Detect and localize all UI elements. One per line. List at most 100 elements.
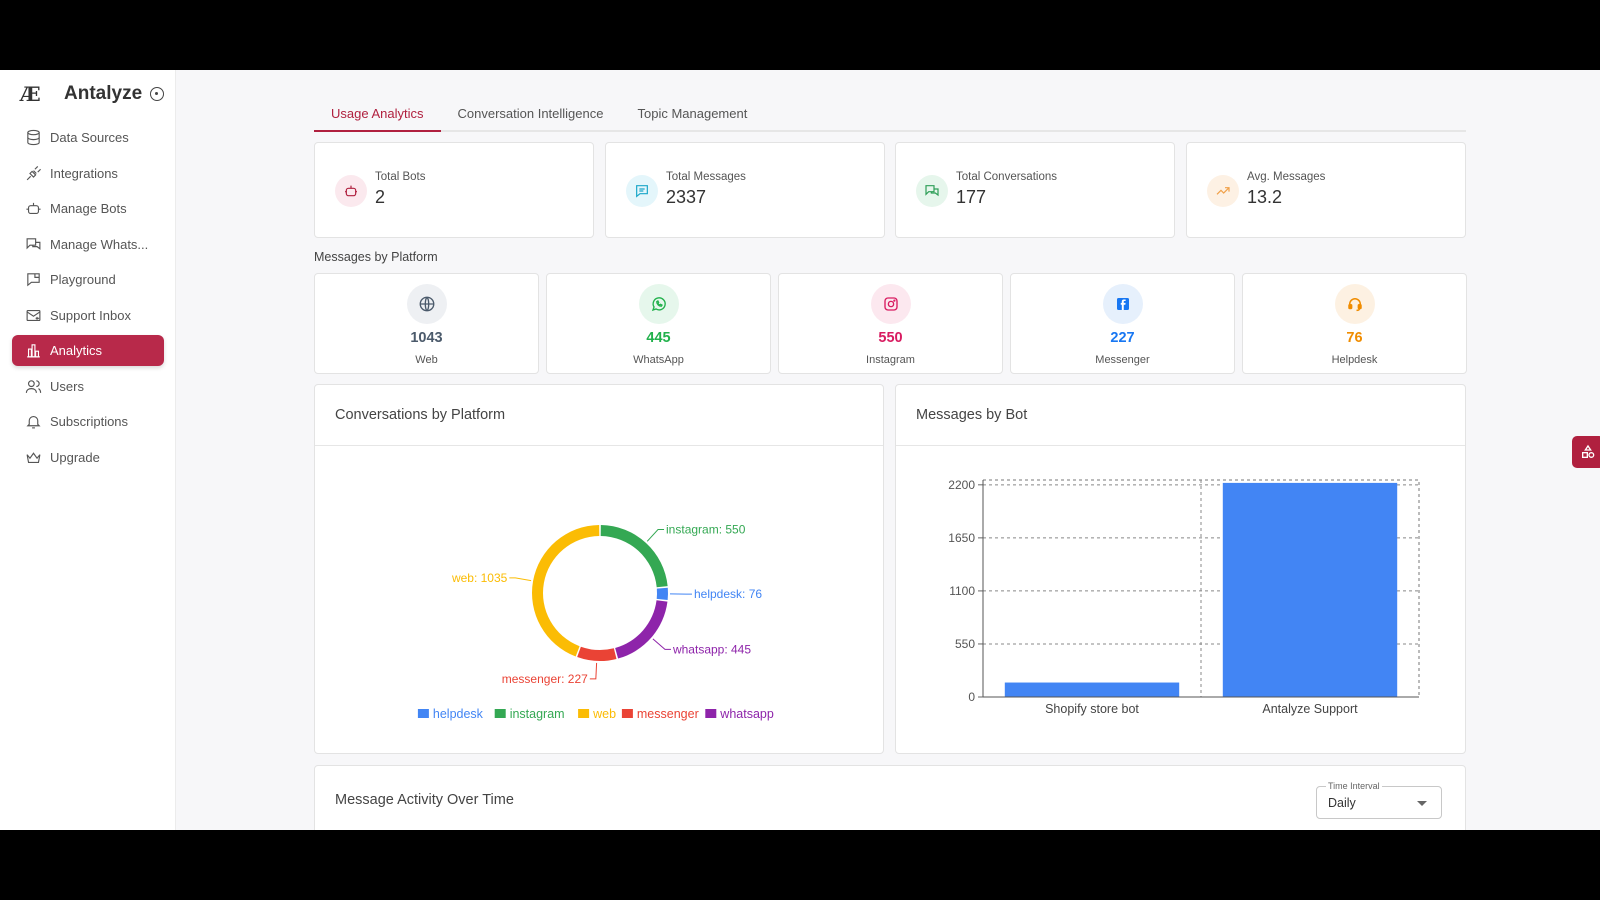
select-value: Daily <box>1328 796 1356 810</box>
time-interval-select[interactable]: Time Interval Daily <box>1316 781 1442 819</box>
label-leader-line <box>589 662 598 680</box>
bar-chart-icon <box>27 344 40 358</box>
stat-card-total-conversations: Total Conversations 177 <box>895 142 1175 238</box>
plug-icon <box>26 165 41 180</box>
bar-shopify-store-bot <box>1004 682 1180 697</box>
conversations-icon <box>916 175 948 207</box>
y-tick-label: 0 <box>968 690 975 704</box>
slice-label: whatsapp: 445 <box>672 642 751 656</box>
caret-down-icon <box>1417 801 1427 806</box>
platform-value: 1043 <box>410 330 443 346</box>
platform-value: 227 <box>1110 330 1135 346</box>
sidebar-item-label: Subscriptions <box>50 414 129 429</box>
legend-item: whatsapp <box>719 707 774 721</box>
sidebar-item-label: Manage Whats... <box>50 236 149 252</box>
platform-value: 76 <box>1346 330 1363 346</box>
shapes-icon <box>1582 444 1595 458</box>
headset-icon <box>1335 284 1375 324</box>
sidebar-item-users[interactable]: Users <box>12 371 164 402</box>
platform-card-instagram: 550 Instagram <box>778 273 1003 374</box>
sidebar-item-label: Users <box>50 378 84 394</box>
whatsapp-icon <box>639 284 679 324</box>
tab-topic-management[interactable]: Topic Management <box>637 106 748 121</box>
stat-label: Total Conversations <box>956 171 1057 183</box>
platform-label: Web <box>415 354 438 366</box>
sidebar-item-manage-bots[interactable]: Manage Bots <box>12 193 164 224</box>
sidebar-item-playground[interactable]: Playground <box>12 264 164 295</box>
legend-swatch <box>494 709 506 718</box>
platform-card-whatsapp: 445 WhatsApp <box>546 273 771 374</box>
tab-conversation-intelligence[interactable]: Conversation Intelligence <box>457 106 604 121</box>
label-leader-line <box>646 529 665 542</box>
sidebar-item-label: Support Inbox <box>50 307 131 323</box>
x-tick-label: Antalyze Support <box>1262 702 1358 716</box>
legend-item: instagram <box>510 707 565 721</box>
stat-value: 2337 <box>666 187 707 207</box>
donut-slice-whatsapp <box>615 600 668 659</box>
stat-label: Total Messages <box>666 171 746 183</box>
message-icon <box>626 175 658 207</box>
bar-antalyze-support <box>1222 482 1398 697</box>
stat-card-avg-messages: Avg. Messages 13.2 <box>1186 142 1466 238</box>
slice-label: web: 1035 <box>451 571 508 585</box>
platform-label: Instagram <box>866 354 915 366</box>
platform-card-helpdesk: 76 Helpdesk <box>1242 273 1467 374</box>
platform-label: WhatsApp <box>633 354 684 366</box>
floating-action-button[interactable] <box>1572 436 1600 468</box>
app-logo: Æ <box>20 82 41 106</box>
y-tick-label: 1650 <box>948 531 975 545</box>
stat-label: Avg. Messages <box>1247 171 1326 183</box>
stat-value: 177 <box>956 187 987 207</box>
bar-chart: 0 550 1100 1650 2200 Shopify store bot Antalyz… <box>948 478 1420 716</box>
globe-icon <box>407 284 447 324</box>
panel-title: Messages by Bot <box>916 407 1028 423</box>
label-leader-line <box>652 638 671 650</box>
trend-icon <box>1207 175 1239 207</box>
message-activity-panel: Message Activity Over Time <box>314 765 1466 830</box>
platform-value: 550 <box>878 330 903 346</box>
platforms-title: Messages by Platform <box>314 250 438 264</box>
sidebar-item-label: Upgrade <box>50 449 100 465</box>
platform-value: 445 <box>646 330 671 346</box>
sidebar-item-support-inbox[interactable]: Support Inbox <box>12 300 164 331</box>
panel-title: Conversations by Platform <box>335 407 506 423</box>
y-tick-label: 2200 <box>948 478 975 492</box>
sidebar-item-manage-whatsapp[interactable]: Manage Whats... <box>12 229 164 260</box>
slice-label: instagram: 550 <box>666 523 746 537</box>
legend-item: messenger <box>637 707 699 721</box>
info-icon[interactable] <box>150 87 165 101</box>
bot-icon <box>26 202 41 215</box>
sidebar-item-upgrade[interactable]: Upgrade <box>12 442 164 473</box>
sidebar-item-label: Manage Bots <box>50 201 127 216</box>
sidebar-item-subscriptions[interactable]: Subscriptions <box>12 406 164 437</box>
legend-swatch <box>417 709 429 718</box>
legend-item: web <box>592 707 616 721</box>
stat-card-total-messages: Total Messages 2337 <box>605 142 885 238</box>
tab-usage-analytics[interactable]: Usage Analytics <box>314 100 441 132</box>
panel-title: Message Activity Over Time <box>335 792 514 808</box>
messages-by-bot-panel: Messages by Bot 0 550 1100 1650 2200 Shopify … <box>895 384 1466 754</box>
users-icon <box>25 379 42 393</box>
y-tick-label: 1100 <box>949 584 975 598</box>
divider <box>896 445 1465 446</box>
crown-icon <box>26 451 41 463</box>
robot-icon <box>335 175 367 207</box>
chat-icon <box>26 237 41 250</box>
sidebar-item-analytics[interactable]: Analytics <box>12 335 164 366</box>
slice-label: helpdesk: 76 <box>694 587 762 601</box>
sidebar-item-integrations[interactable]: Integrations <box>12 158 164 189</box>
platform-card-messenger: 227 Messenger <box>1010 273 1235 374</box>
bell-icon <box>26 415 41 429</box>
sidebar-item-label: Integrations <box>50 165 118 181</box>
conversations-by-platform-panel: Conversations by Platform instagram: 550… <box>314 384 884 754</box>
donut-slice-helpdesk <box>656 587 668 601</box>
sidebar: Æ Antalyze Data Sources Integrations Man… <box>0 70 176 830</box>
slice-label: messenger: 227 <box>502 672 588 686</box>
facebook-icon <box>1103 284 1143 324</box>
sidebar-item-label: Data Sources <box>50 130 129 145</box>
sidebar-item-data-sources[interactable]: Data Sources <box>12 122 164 153</box>
app-name: Antalyze <box>64 83 143 104</box>
stat-value: 2 <box>375 187 386 207</box>
platform-label: Helpdesk <box>1331 354 1378 366</box>
stat-value: 13.2 <box>1247 187 1283 207</box>
